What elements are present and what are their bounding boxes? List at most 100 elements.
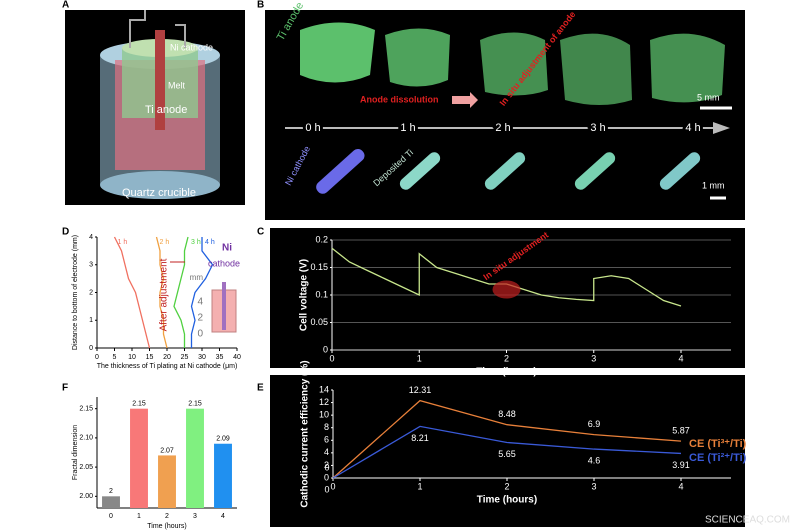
y-tick-label: 4 — [324, 447, 329, 457]
y-tick-label: 0 — [324, 472, 329, 482]
time-label: 3 h — [590, 122, 605, 134]
annotation: Ni — [222, 243, 232, 254]
x-axis-label: The thickness of Ti plating at Ni cathod… — [97, 363, 238, 370]
x-tick-label: 25 — [181, 354, 189, 361]
anode-renders — [300, 22, 725, 105]
x-tick-label: 1 — [417, 481, 422, 491]
y-axis-label: Distance to bottom of electrode (mm) — [72, 235, 79, 350]
value-label: 2.07 — [160, 447, 174, 454]
y-tick-label: 10 — [319, 410, 329, 420]
time-label: 2 h — [495, 122, 510, 134]
x-tick-label: 0 — [330, 481, 335, 491]
label-crucible: Quartz crucible — [122, 187, 196, 199]
bar — [186, 408, 204, 508]
dissolution-label: Anode dissolution — [360, 94, 439, 104]
x-axis-label: Time (hours) — [476, 367, 536, 378]
legend-label: CE (Ti³⁺/Ti) — [689, 438, 747, 450]
panel-letter: D — [62, 227, 69, 238]
series-line — [332, 425, 682, 479]
y-axis-label: Cathodic current efficiency (%) — [300, 360, 311, 507]
label-melt: Melt — [168, 80, 186, 90]
y-tick-label: 0 — [323, 344, 328, 354]
y-tick-label: 2.10 — [79, 435, 93, 442]
label-ni-cathode: Ni cathode — [170, 42, 213, 52]
crucible-drawing — [100, 10, 220, 199]
legend-label: 2 h — [160, 239, 170, 246]
inset-rod — [222, 282, 226, 330]
value-label: 2.15 — [132, 401, 146, 408]
inset-label: 0 — [197, 329, 203, 340]
value-label: 2 — [109, 488, 113, 495]
value-label: 12.31 — [409, 385, 432, 395]
y-tick-label: 2.15 — [79, 406, 93, 413]
bar — [214, 443, 232, 508]
y-tick-label: 0.05 — [310, 317, 328, 327]
legend-label: 4 h — [205, 239, 215, 246]
legend-label: 3 h — [191, 239, 201, 246]
x-tick-label: 0 — [109, 513, 113, 520]
x-tick-label: 3 — [591, 353, 596, 363]
x-tick-label: 4 — [678, 481, 683, 491]
panel-letter: B — [257, 0, 264, 11]
y-tick-label: 2 — [89, 289, 93, 296]
x-tick-label: 35 — [216, 354, 224, 361]
bar — [130, 408, 148, 508]
value-label: 0 — [324, 462, 329, 472]
y-axis-label: Fractal dimension — [72, 425, 79, 480]
dissolution-arrow — [452, 92, 478, 108]
y-axis-label: Cell voltage (V) — [299, 259, 310, 331]
series-line — [155, 236, 168, 349]
x-tick-label: 20 — [163, 354, 171, 361]
y-tick-label: 12 — [319, 397, 329, 407]
annotation: cathode — [208, 258, 240, 268]
panel-letter: F — [62, 383, 68, 394]
series-line — [173, 236, 189, 348]
x-tick-label: 1 — [417, 353, 422, 363]
y-tick-label: 2.00 — [79, 493, 93, 500]
x-tick-label: 1 — [137, 513, 141, 520]
y-tick-label: 14 — [319, 384, 329, 394]
time-label: 4 h — [685, 122, 700, 134]
value-label: 5.65 — [498, 449, 516, 459]
y-tick-label: 0.2 — [315, 234, 328, 244]
x-tick-label: 0 — [95, 354, 99, 361]
annotation: After adjustment — [159, 258, 170, 331]
x-axis-label: Time (hours) — [477, 495, 537, 506]
inset-label: mm — [190, 273, 204, 282]
y-tick-label: 3 — [89, 262, 93, 269]
value-label: 2.09 — [216, 436, 230, 443]
inset-label: 4 — [197, 297, 203, 308]
value-label: 8.21 — [411, 433, 429, 443]
watermark: SCIENCEAQ.COM — [705, 515, 790, 526]
legend-label: CE (Ti²⁺/Ti) — [689, 452, 747, 464]
panel-letter: A — [62, 0, 69, 11]
y-tick-label: 6 — [324, 435, 329, 445]
x-tick-label: 0 — [329, 353, 334, 363]
value-label: 0 — [324, 484, 329, 494]
y-tick-label: 8 — [324, 422, 329, 432]
x-tick-label: 3 — [193, 513, 197, 520]
panel-e-bg — [270, 375, 745, 527]
x-tick-label: 15 — [146, 354, 154, 361]
time-arrow — [713, 122, 730, 134]
highlight — [492, 280, 521, 299]
value-label: 8.48 — [498, 409, 516, 419]
cathode-renders — [316, 148, 701, 194]
series-line — [113, 236, 151, 349]
inset-label: 2 — [197, 313, 203, 324]
value-label: 3.91 — [672, 460, 690, 470]
x-tick-label: 30 — [198, 354, 206, 361]
panel-letter: C — [257, 227, 264, 238]
legend-label: 1 h — [118, 239, 128, 246]
y-tick-label: 1 — [89, 317, 93, 324]
value-label: 4.6 — [588, 455, 601, 465]
series-line — [190, 237, 214, 348]
y-tick-label: 4 — [89, 234, 93, 241]
series-line — [332, 399, 682, 479]
y-tick-label: 2 — [324, 460, 329, 470]
bar — [102, 496, 120, 508]
x-tick-label: 2 — [504, 481, 509, 491]
y-tick-label: 2.05 — [79, 464, 93, 471]
scale-bottom: 1 mm — [702, 180, 725, 190]
